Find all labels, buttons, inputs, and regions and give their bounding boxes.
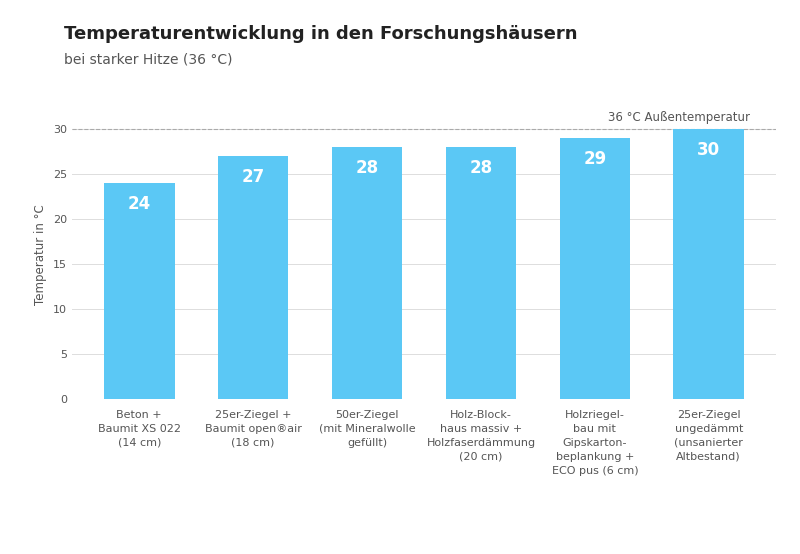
Bar xyxy=(674,129,744,399)
Bar xyxy=(218,156,289,399)
Bar xyxy=(446,147,516,399)
Bar xyxy=(559,138,630,399)
Bar xyxy=(104,183,174,399)
Text: 27: 27 xyxy=(242,167,265,186)
Text: 28: 28 xyxy=(355,158,378,177)
Text: 24: 24 xyxy=(128,194,151,213)
Text: 36 °C Außentemperatur: 36 °C Außentemperatur xyxy=(608,111,750,124)
Y-axis label: Temperatur in °C: Temperatur in °C xyxy=(34,204,47,305)
Bar xyxy=(332,147,402,399)
Text: 30: 30 xyxy=(697,141,720,158)
Text: 28: 28 xyxy=(470,158,493,177)
Text: Temperaturentwicklung in den Forschungshäusern: Temperaturentwicklung in den Forschungsh… xyxy=(64,25,578,43)
Text: bei starker Hitze (36 °C): bei starker Hitze (36 °C) xyxy=(64,53,233,66)
Text: 29: 29 xyxy=(583,150,606,167)
